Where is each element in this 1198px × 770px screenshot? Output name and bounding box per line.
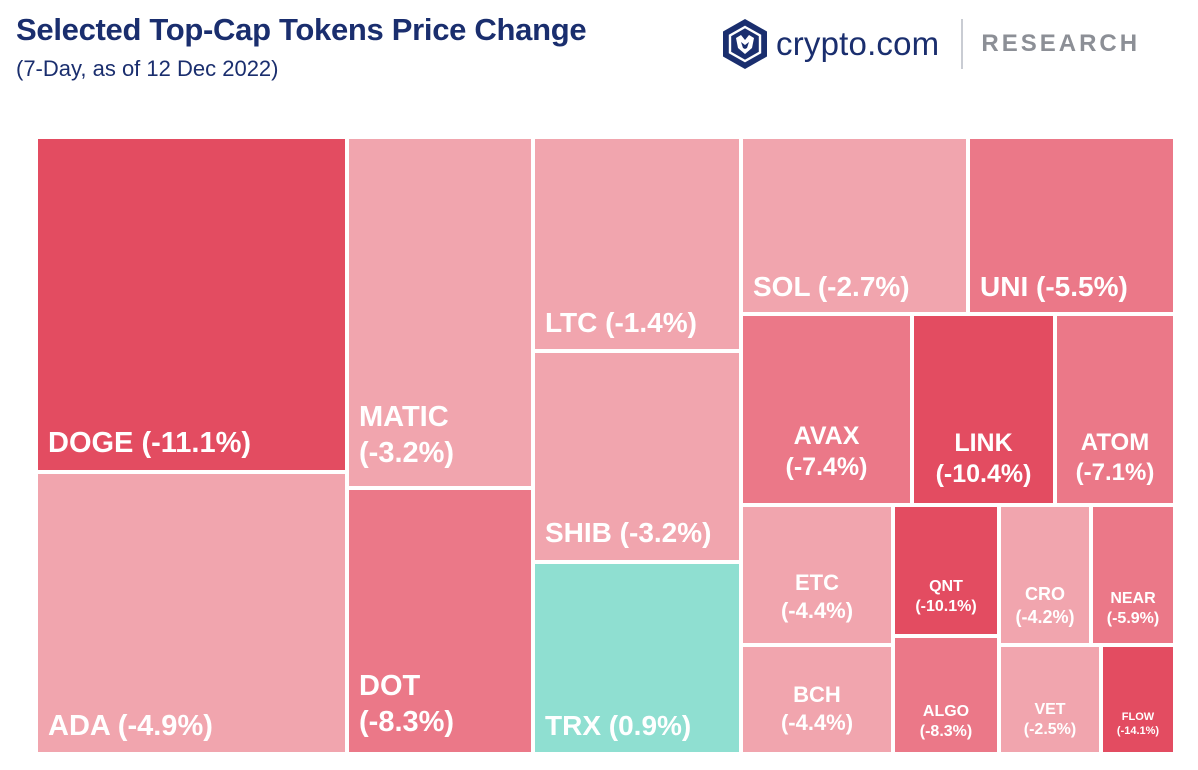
tile-label-line: NEAR	[1110, 590, 1156, 607]
tile-label-line: UNI (-5.5%)	[980, 271, 1128, 302]
tile-label-line: ATOM	[1080, 429, 1150, 456]
tile-bch: BCH (-4.4%)	[741, 645, 893, 754]
tile-sol: SOL (-2.7%)	[741, 137, 968, 314]
tile-label-dot: DOT (-8.3%)	[359, 668, 454, 741]
tile-algo: ALGO (-8.3%)	[893, 636, 999, 754]
tile-label-line: CRO	[1025, 584, 1065, 604]
tile-ltc: LTC (-1.4%)	[533, 137, 741, 351]
tile-label-line: (-10.1%)	[915, 598, 977, 615]
brand-divider	[961, 19, 964, 69]
tile-label-line: MATIC	[359, 401, 449, 433]
tile-label-line: ALGO	[922, 703, 970, 720]
tile-avax: AVAX (-7.4%)	[741, 314, 912, 505]
tile-cro: CRO (-4.2%)	[999, 505, 1091, 645]
tile-label-line: ADA (-4.9%)	[48, 710, 213, 742]
tile-label-cro: CRO (-4.2%)	[1001, 583, 1089, 628]
tile-label-line: TRX (0.9%)	[545, 710, 692, 741]
tile-link: LINK (-10.4%)	[912, 314, 1055, 505]
tile-label-atom: ATOM (-7.1%)	[1057, 428, 1173, 488]
tile-label-line: (-5.9%)	[1106, 610, 1160, 627]
tile-label-algo: ALGO (-8.3%)	[895, 702, 997, 742]
tile-label-uni: UNI (-5.5%)	[980, 269, 1128, 304]
tile-label-line: (-3.2%)	[359, 437, 455, 470]
tile-flow: FLOW (-14.1%)	[1101, 645, 1175, 754]
tile-label-line: VET	[1034, 701, 1066, 718]
tile-label-flow: FLOW (-14.1%)	[1103, 711, 1173, 739]
tile-label-line: LINK	[954, 429, 1013, 457]
tile-label-line: DOGE (-11.1%)	[48, 427, 252, 459]
tile-label-line: SOL (-2.7%)	[753, 271, 910, 302]
brand-name: crypto.com	[776, 25, 940, 62]
tile-label-avax: AVAX (-7.4%)	[743, 421, 910, 484]
tile-label-trx: TRX (0.9%)	[545, 708, 691, 743]
tile-dot: DOT (-8.3%)	[347, 488, 533, 754]
brand-logo: crypto.com RESEARCH	[722, 16, 1140, 72]
tile-shib: SHIB (-3.2%)	[533, 351, 741, 562]
tile-matic: MATIC (-3.2%)	[347, 137, 533, 488]
tile-label-bch: BCH (-4.4%)	[743, 681, 891, 736]
tile-trx: TRX (0.9%)	[533, 562, 741, 754]
tile-etc: ETC (-4.4%)	[741, 505, 893, 645]
tile-label-qnt: QNT (-10.1%)	[895, 577, 997, 617]
tile-label-doge: DOGE (-11.1%)	[48, 425, 251, 461]
tile-label-line: (-4.4%)	[780, 709, 854, 735]
tile-near: NEAR (-5.9%)	[1091, 505, 1175, 645]
tile-doge: DOGE (-11.1%)	[36, 137, 347, 472]
tile-label-etc: ETC (-4.4%)	[743, 569, 891, 624]
chart-title: Selected Top-Cap Tokens Price Change	[16, 12, 587, 47]
tile-label-line: (-8.3%)	[359, 706, 455, 739]
crypto-com-lion-shield-icon	[723, 19, 767, 69]
tile-label-ltc: LTC (-1.4%)	[545, 305, 697, 340]
tile-label-near: NEAR (-5.9%)	[1093, 589, 1173, 629]
tile-label-line: (-4.2%)	[1015, 606, 1075, 627]
chart-subtitle: (7-Day, as of 12 Dec 2022)	[16, 56, 279, 81]
tile-label-line: (-7.4%)	[785, 453, 868, 482]
tile-label-line: AVAX	[793, 422, 860, 450]
tile-label-line: (-7.1%)	[1075, 459, 1155, 486]
treemap-chart: DOGE (-11.1%) ADA (-4.9%) MATIC (-3.2%) DOT (…	[36, 137, 1175, 754]
tile-label-vet: VET (-2.5%)	[1001, 700, 1099, 740]
tile-label-line: (-8.3%)	[919, 723, 973, 740]
tile-label-line: (-2.5%)	[1023, 721, 1077, 738]
tile-label-line: SHIB (-3.2%)	[545, 517, 712, 548]
tile-label-ada: ADA (-4.9%)	[48, 708, 213, 744]
tile-label-line: ETC	[795, 570, 839, 595]
tile-label-sol: SOL (-2.7%)	[753, 269, 910, 304]
tile-label-line: DOT	[359, 670, 421, 702]
tile-label-line: BCH	[793, 682, 841, 707]
tile-label-shib: SHIB (-3.2%)	[545, 515, 711, 550]
tile-label-line: (-4.4%)	[780, 597, 854, 623]
tile-atom: ATOM (-7.1%)	[1055, 314, 1175, 505]
tile-label-line: LTC (-1.4%)	[545, 307, 697, 338]
tile-label-line: FLOW	[1121, 711, 1155, 723]
tile-qnt: QNT (-10.1%)	[893, 505, 999, 636]
brand-research-tag: RESEARCH	[981, 30, 1141, 57]
tile-ada: ADA (-4.9%)	[36, 472, 347, 754]
tile-label-link: LINK (-10.4%)	[914, 428, 1053, 491]
tile-label-matic: MATIC (-3.2%)	[359, 399, 454, 472]
tile-label-line: QNT	[929, 578, 963, 595]
tile-label-line: (-10.4%)	[935, 460, 1032, 489]
tile-label-line: (-14.1%)	[1116, 724, 1160, 737]
tile-uni: UNI (-5.5%)	[968, 137, 1175, 314]
tile-vet: VET (-2.5%)	[999, 645, 1101, 754]
